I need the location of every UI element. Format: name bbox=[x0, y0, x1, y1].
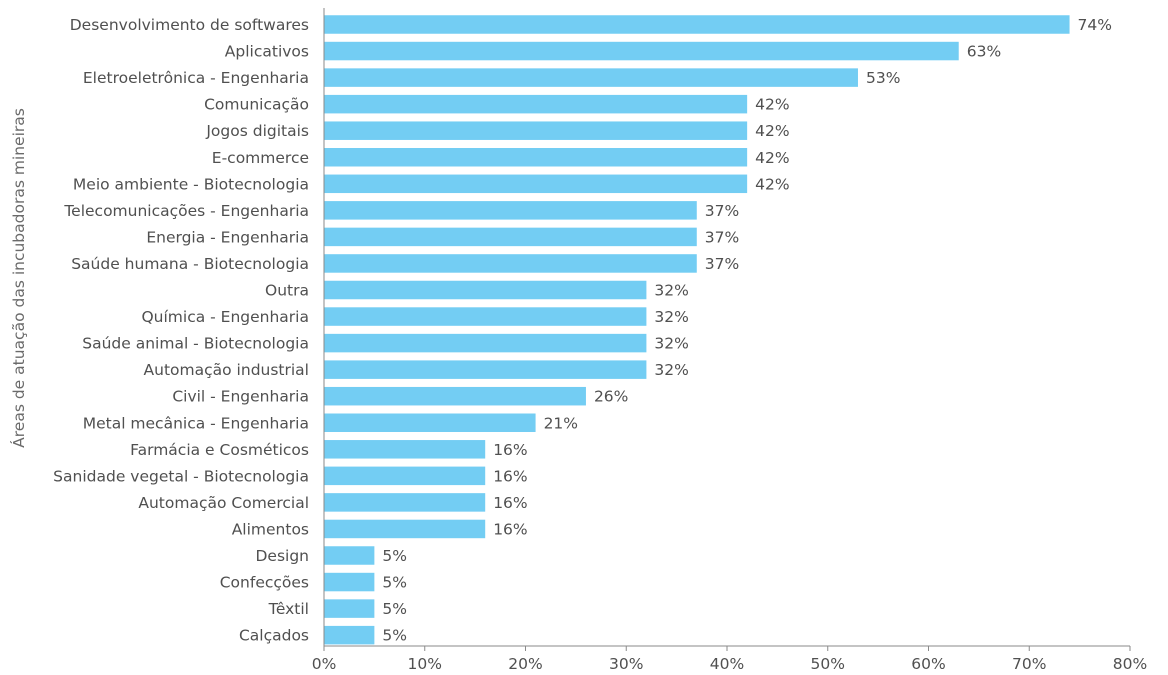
bar bbox=[324, 519, 486, 539]
category-label: Design bbox=[255, 547, 309, 565]
bar bbox=[324, 493, 486, 512]
bar bbox=[324, 413, 536, 432]
x-tick-label: 30% bbox=[609, 655, 643, 673]
bar bbox=[324, 625, 375, 645]
bar bbox=[324, 386, 586, 406]
value-label: 21% bbox=[544, 414, 578, 432]
bar bbox=[324, 466, 486, 486]
category-label: Alimentos bbox=[232, 520, 309, 538]
value-label: 74% bbox=[1078, 16, 1112, 34]
bar bbox=[324, 68, 858, 87]
category-label: Saúde animal - Biotecnologia bbox=[82, 335, 309, 353]
x-tick-label: 20% bbox=[508, 655, 542, 673]
bar bbox=[324, 307, 647, 326]
category-label: Meio ambiente - Biotecnologia bbox=[73, 175, 309, 193]
bar bbox=[324, 94, 748, 114]
value-label: 37% bbox=[705, 228, 739, 246]
value-label: 5% bbox=[382, 627, 407, 645]
value-label: 16% bbox=[493, 520, 527, 538]
value-label: 37% bbox=[705, 255, 739, 273]
category-label: E-commerce bbox=[212, 149, 309, 167]
value-label: 32% bbox=[654, 361, 688, 379]
value-label: 42% bbox=[755, 149, 789, 167]
category-label: Civil - Engenharia bbox=[172, 388, 309, 406]
category-label: Química - Engenharia bbox=[141, 308, 309, 326]
x-tick-label: 10% bbox=[408, 655, 442, 673]
bar bbox=[324, 599, 375, 618]
value-label: 32% bbox=[654, 282, 688, 300]
category-label: Saúde humana - Biotecnologia bbox=[71, 255, 309, 273]
x-tick-label: 80% bbox=[1113, 655, 1147, 673]
category-label: Sanidade vegetal - Biotecnologia bbox=[53, 467, 309, 485]
category-label: Aplicativos bbox=[225, 43, 309, 61]
bar bbox=[324, 227, 697, 247]
bar bbox=[324, 360, 647, 379]
bar bbox=[324, 254, 697, 273]
x-axis: 0% 10% 20% 30% 40% 50% 60% 70% 80% bbox=[312, 8, 1147, 673]
value-label: 5% bbox=[382, 600, 407, 618]
bar bbox=[324, 41, 959, 61]
x-tick-label: 50% bbox=[811, 655, 845, 673]
value-label: 16% bbox=[493, 467, 527, 485]
bar bbox=[324, 440, 486, 459]
x-tick-label: 0% bbox=[312, 655, 337, 673]
value-label: 42% bbox=[755, 96, 789, 114]
category-label: Energia - Engenharia bbox=[146, 228, 309, 246]
category-label: Metal mecânica - Engenharia bbox=[83, 414, 309, 432]
value-label: 26% bbox=[594, 388, 628, 406]
value-label: 42% bbox=[755, 175, 789, 193]
x-tick-label: 60% bbox=[911, 655, 945, 673]
value-label: 32% bbox=[654, 308, 688, 326]
category-label: Automação Comercial bbox=[138, 494, 309, 512]
value-label: 53% bbox=[866, 69, 900, 87]
category-label: Desenvolvimento de softwares bbox=[70, 16, 309, 34]
value-label: 32% bbox=[654, 335, 688, 353]
bar bbox=[324, 121, 748, 140]
bar bbox=[324, 148, 748, 167]
bar bbox=[324, 572, 375, 592]
bar bbox=[324, 280, 647, 300]
category-label: Farmácia e Cosméticos bbox=[130, 441, 309, 459]
category-label: Outra bbox=[265, 282, 309, 300]
value-label: 5% bbox=[382, 547, 407, 565]
category-label: Telecomunicações - Engenharia bbox=[63, 202, 309, 220]
bar bbox=[324, 546, 375, 565]
value-label: 42% bbox=[755, 122, 789, 140]
value-label: 63% bbox=[967, 43, 1001, 61]
category-label: Automação industrial bbox=[144, 361, 309, 379]
y-axis-title: Áreas de atuação das incubadoras mineira… bbox=[9, 108, 28, 448]
x-tick-label: 40% bbox=[710, 655, 744, 673]
bar bbox=[324, 201, 697, 220]
value-label: 5% bbox=[382, 574, 407, 592]
category-label: Calçados bbox=[239, 627, 309, 645]
category-label: Eletroeletrônica - Engenharia bbox=[83, 69, 309, 87]
bar bbox=[324, 333, 647, 353]
category-label: Jogos digitais bbox=[205, 122, 309, 140]
value-label: 16% bbox=[493, 494, 527, 512]
bar bbox=[324, 15, 1070, 34]
x-tick-label: 70% bbox=[1012, 655, 1046, 673]
value-label: 37% bbox=[705, 202, 739, 220]
bars-group: Desenvolvimento de softwares 74% Aplicativ… bbox=[53, 15, 1112, 645]
bar bbox=[324, 174, 748, 194]
category-label: Têxtil bbox=[268, 600, 309, 618]
value-label: 16% bbox=[493, 441, 527, 459]
category-label: Comunicação bbox=[204, 96, 309, 114]
category-label: Confecções bbox=[220, 574, 309, 592]
